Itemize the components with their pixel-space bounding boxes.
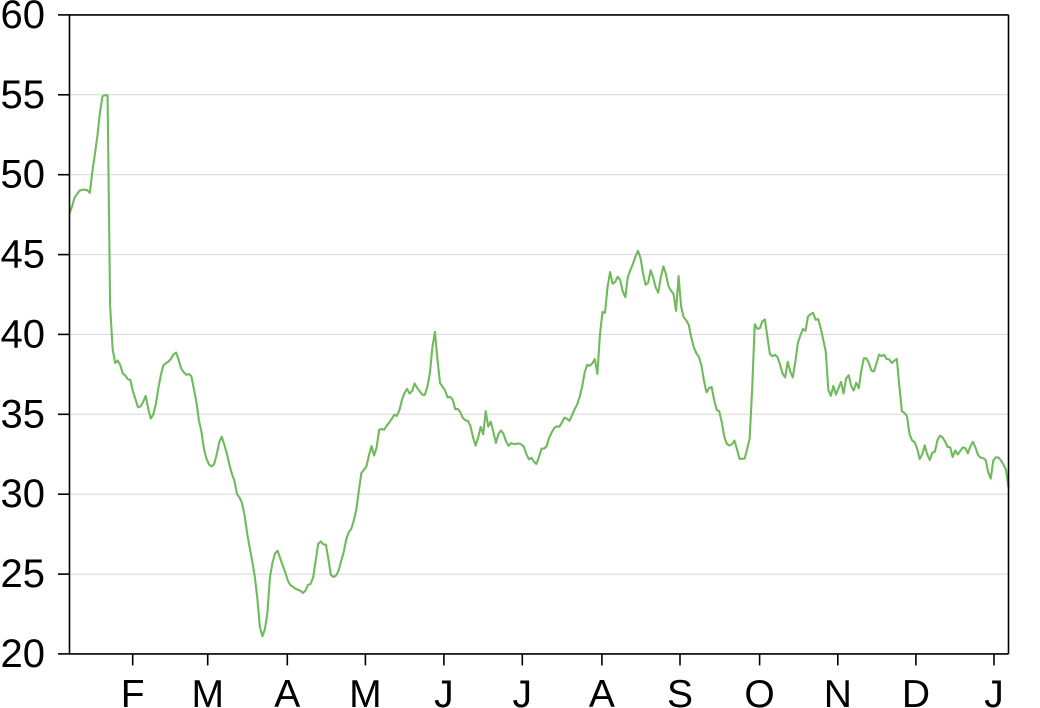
svg-text:20: 20 xyxy=(1,632,46,676)
svg-text:O: O xyxy=(744,673,774,708)
svg-text:D: D xyxy=(902,673,930,708)
svg-text:N: N xyxy=(824,673,852,708)
svg-text:M: M xyxy=(349,673,382,708)
svg-text:J: J xyxy=(984,673,1004,708)
svg-text:S: S xyxy=(667,673,693,708)
svg-text:A: A xyxy=(274,673,300,708)
svg-text:J: J xyxy=(513,673,533,708)
svg-text:25: 25 xyxy=(1,552,46,596)
svg-text:60: 60 xyxy=(1,0,46,37)
svg-text:35: 35 xyxy=(1,392,46,436)
svg-text:45: 45 xyxy=(1,233,46,277)
svg-text:F: F xyxy=(121,673,145,708)
svg-text:55: 55 xyxy=(1,73,46,117)
svg-text:40: 40 xyxy=(1,312,46,356)
svg-text:M: M xyxy=(191,673,224,708)
svg-text:A: A xyxy=(589,673,615,708)
svg-text:30: 30 xyxy=(1,472,46,516)
svg-text:J: J xyxy=(434,673,454,708)
svg-text:50: 50 xyxy=(1,153,46,197)
